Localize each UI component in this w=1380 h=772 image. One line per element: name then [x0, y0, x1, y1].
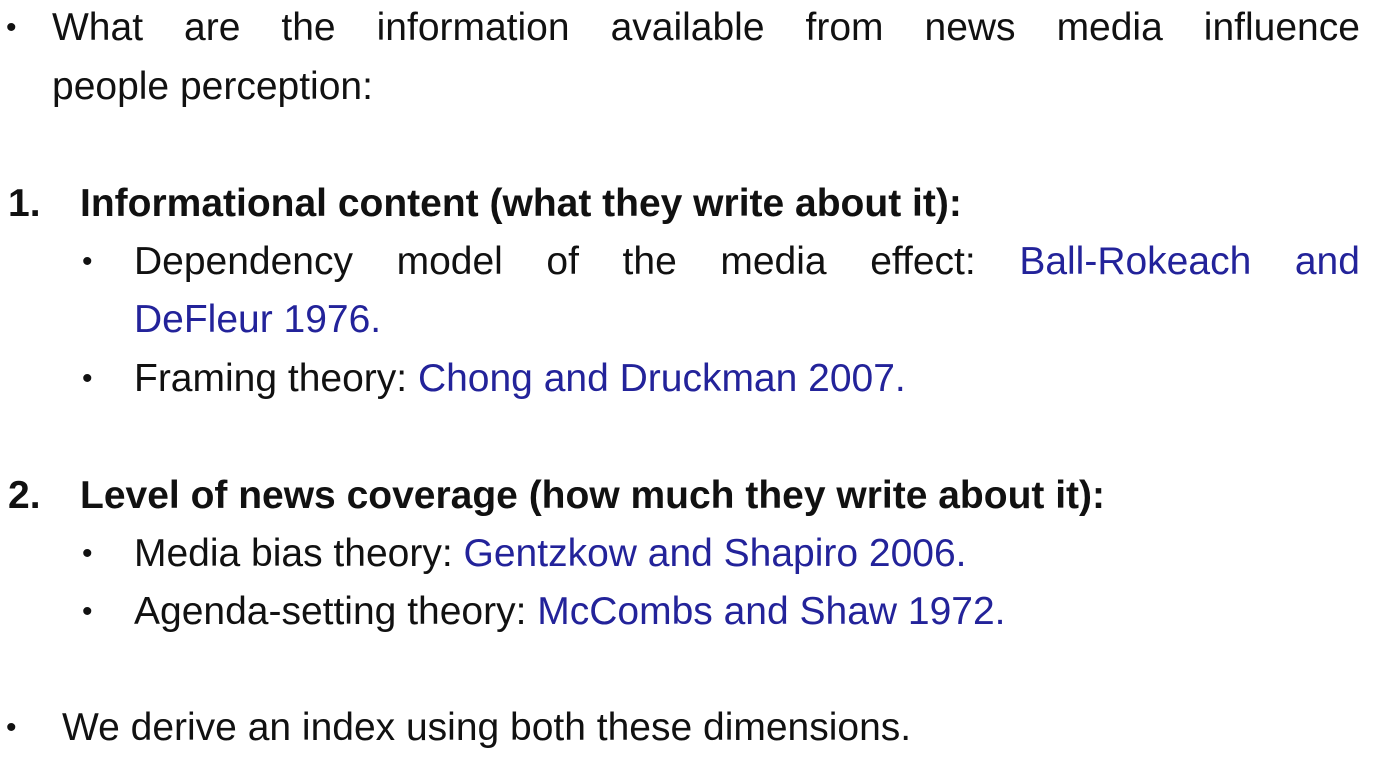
- intro-word: influence: [1203, 6, 1360, 49]
- section2-number: 2.: [8, 474, 41, 517]
- intro-word: are: [184, 6, 241, 49]
- citation: Gentzkow and Shapiro 2006.: [463, 532, 967, 575]
- intro-word: media: [1056, 6, 1163, 49]
- conclusion-text: We derive an index using both these dime…: [62, 706, 912, 749]
- intro-word: information: [376, 6, 570, 49]
- section2-heading: Level of news coverage (how much they wr…: [80, 474, 1106, 517]
- intro-word: What: [52, 6, 144, 49]
- section2-item2: Agenda-setting theory: McCombs and Shaw …: [134, 588, 1006, 636]
- item-text: Framing theory:: [134, 357, 418, 400]
- item-text: Media bias theory:: [134, 532, 464, 575]
- item-word: model: [396, 240, 503, 283]
- intro-word: news: [924, 6, 1016, 49]
- section1-item1-citation-line-2: DeFleur 1976.: [134, 298, 382, 341]
- conclusion-bullet: •: [6, 711, 17, 744]
- item-text: Agenda-setting theory:: [134, 590, 538, 633]
- section1-item2: Framing theory: Chong and Druckman 2007.: [134, 355, 906, 403]
- item-word: media: [720, 240, 827, 283]
- item-word: of: [546, 240, 579, 283]
- item-word: the: [622, 240, 677, 283]
- section2-item1: Media bias theory: Gentzkow and Shapiro …: [134, 530, 967, 578]
- section2-item2-bullet: •: [82, 595, 93, 628]
- section1-heading: Informational content (what they write a…: [80, 182, 962, 225]
- citation-word: Ball-Rokeach: [1019, 240, 1252, 283]
- citation: Chong and Druckman 2007.: [417, 357, 906, 400]
- section2-item1-bullet: •: [82, 537, 93, 570]
- intro-line-1: What are the information available from …: [52, 4, 1360, 52]
- section1-item1-bullet: •: [82, 245, 93, 278]
- intro-word: the: [281, 6, 336, 49]
- item-word: Dependency: [134, 240, 353, 283]
- section1-number: 1.: [8, 182, 41, 225]
- section1-item1-line-1: Dependency model of the media effect: Ba…: [134, 238, 1360, 286]
- intro-word: available: [610, 6, 765, 49]
- citation-word: and: [1294, 240, 1360, 283]
- item-word: effect:: [870, 240, 976, 283]
- intro-word: from: [805, 6, 884, 49]
- intro-line-2: people perception:: [52, 65, 373, 108]
- citation: McCombs and Shaw 1972.: [537, 590, 1006, 633]
- intro-bullet: •: [6, 11, 17, 44]
- section1-item2-bullet: •: [82, 362, 93, 395]
